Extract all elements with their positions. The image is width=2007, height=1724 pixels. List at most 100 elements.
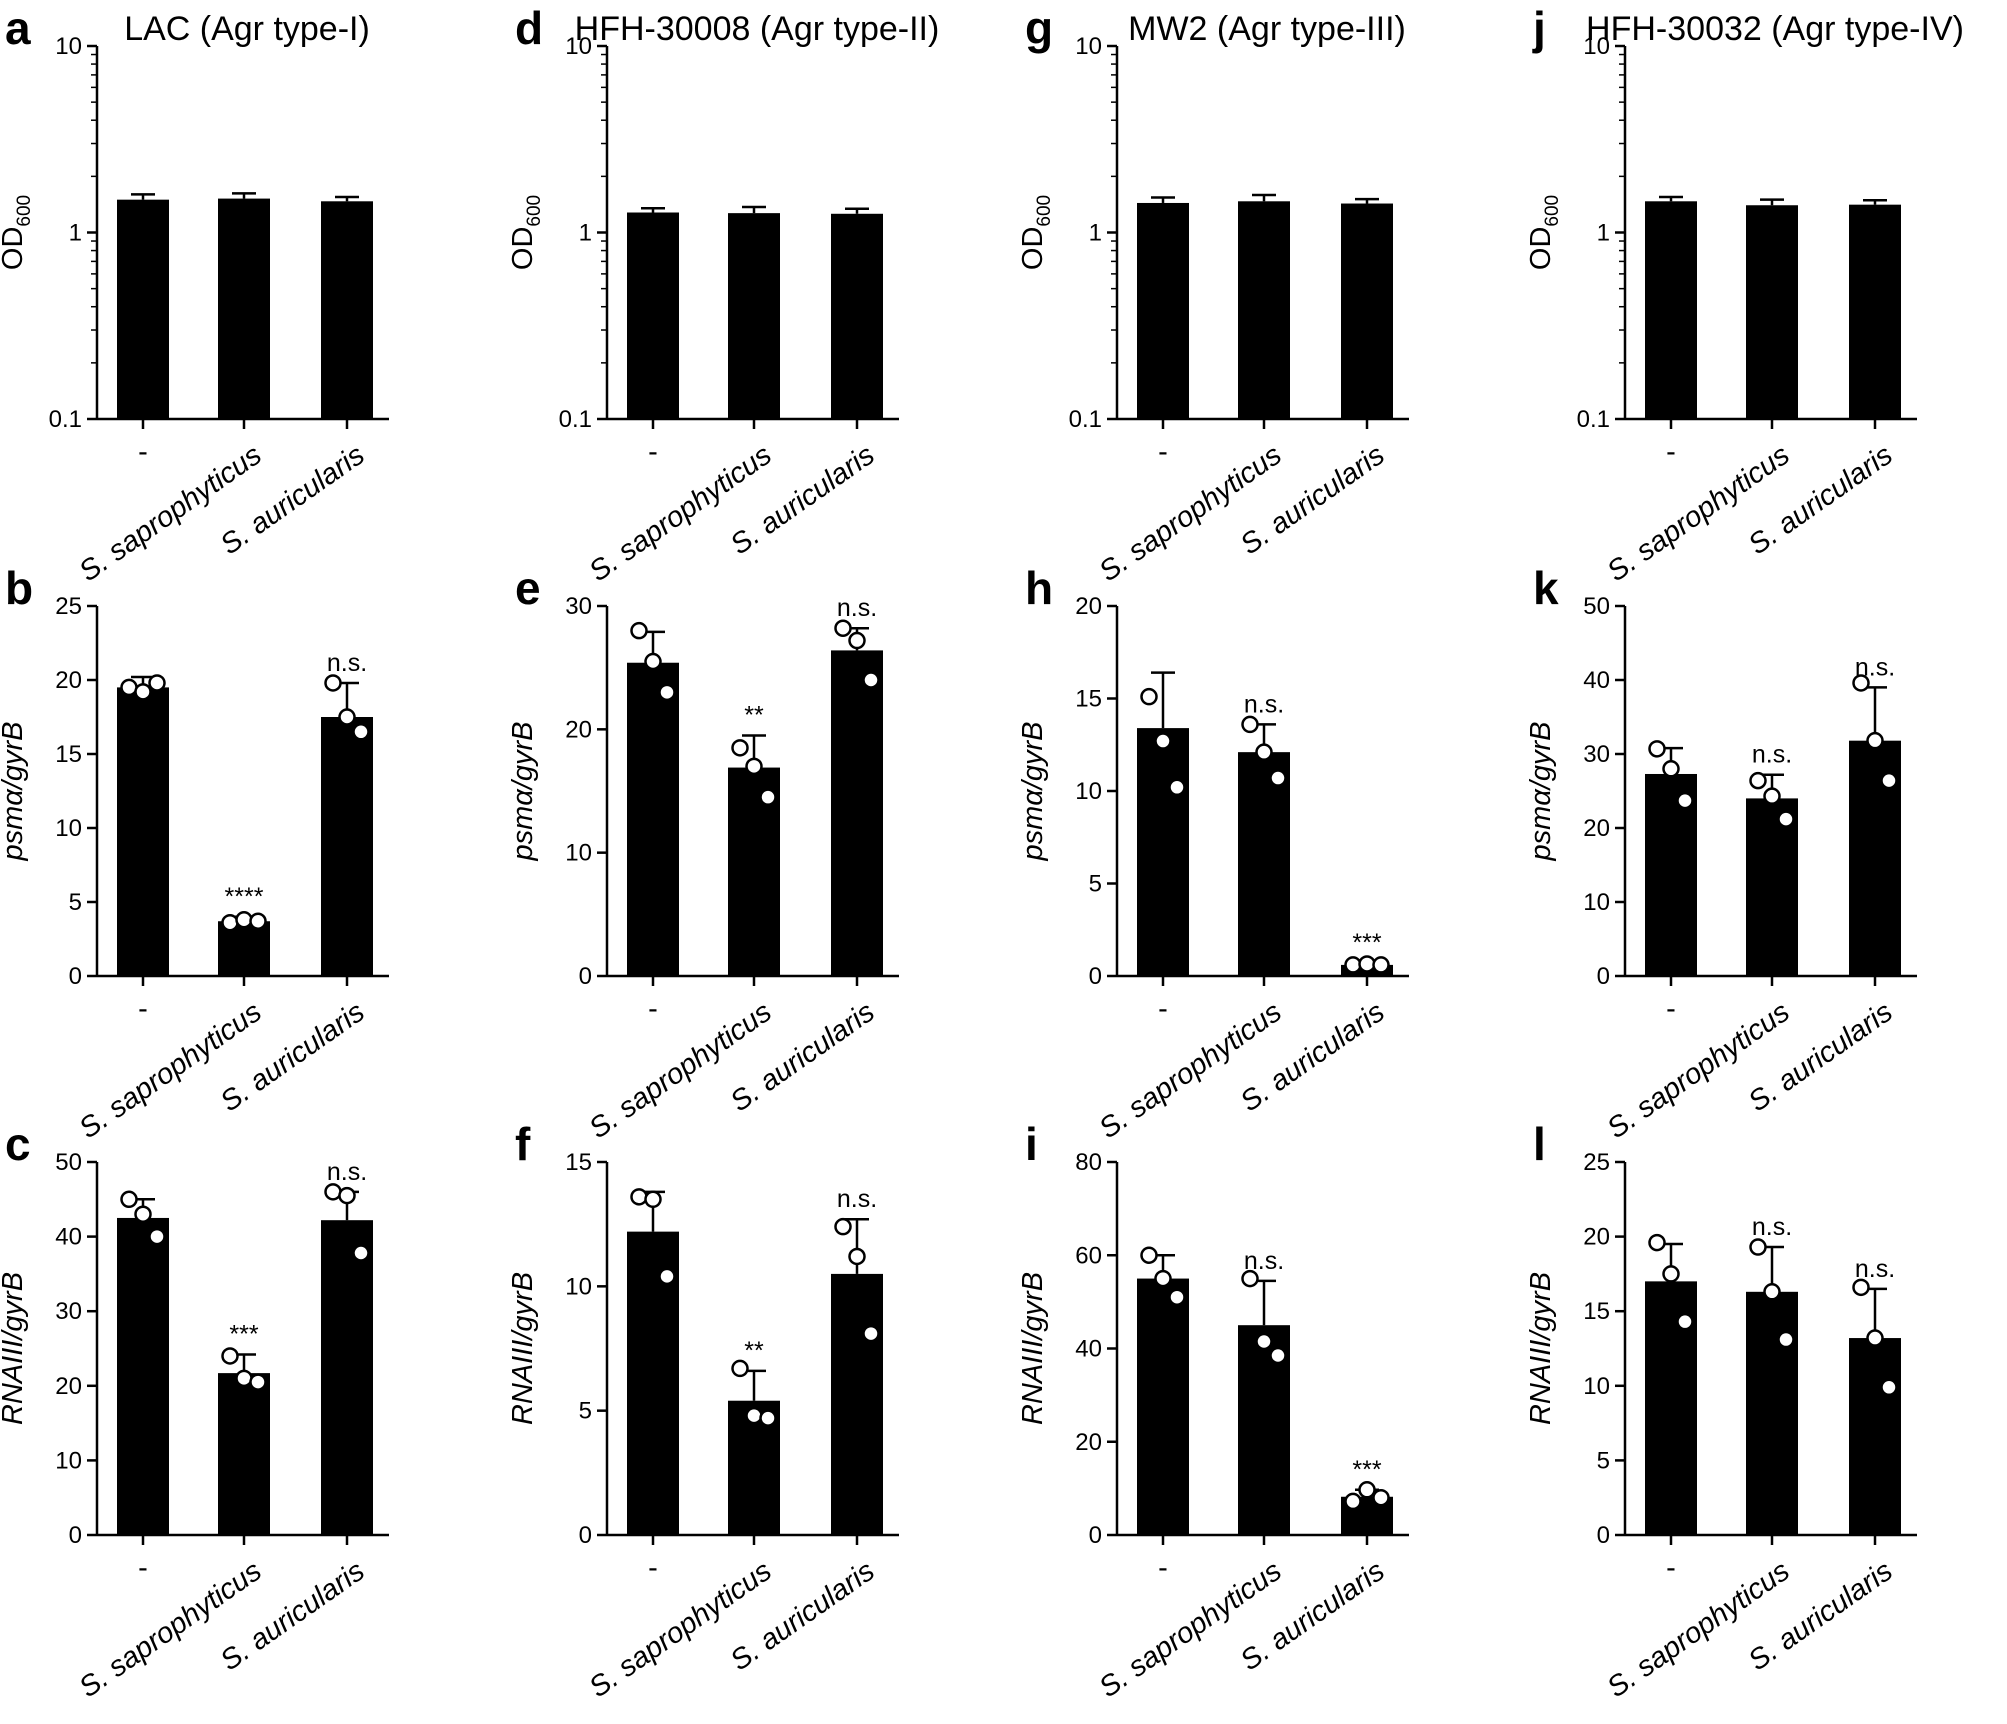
data-point [862, 671, 880, 689]
y-tick-label: 25 [1583, 1149, 1610, 1176]
y-tick-label: 20 [1583, 1224, 1610, 1251]
y-tick-label: 1 [579, 220, 592, 247]
data-point [658, 1267, 676, 1286]
bar-3 [831, 213, 883, 419]
bar-1 [1137, 1278, 1189, 1535]
category-label: S. saprophyticus [584, 439, 778, 588]
panel-g: g MW2 (Agr type-III) 0.1 1 10 OD600 -S. saprop… [1017, 2, 1409, 588]
significance-label: n.s. [327, 1158, 367, 1186]
significance-label: n.s. [1752, 741, 1792, 769]
y-tick-label: 20 [565, 716, 592, 743]
y-tick-label: 20 [55, 667, 82, 694]
significance-label: n.s. [837, 1185, 877, 1213]
data-point [1372, 1488, 1390, 1507]
y-tick-label: 30 [55, 1298, 82, 1325]
data-point [221, 1347, 239, 1365]
data-point [1852, 674, 1870, 692]
bar-2 [1238, 752, 1290, 976]
y-tick-label: 20 [1075, 1429, 1102, 1456]
y-tick-label: 5 [69, 889, 82, 916]
data-point [658, 683, 676, 702]
bar-2 [218, 198, 270, 419]
category-label: - [1158, 436, 1168, 468]
bar-2 [728, 213, 780, 419]
data-point [1255, 743, 1273, 761]
significance-label: **** [225, 883, 264, 911]
panel-a: a LAC (Agr type-I) 0.1 1 10 OD600 -S. saprophy… [0, 2, 389, 588]
y-tick-label: 50 [55, 1149, 82, 1176]
category-label: - [648, 436, 658, 468]
y-axis-label-subscript: 600 [1542, 195, 1563, 227]
significance-label: n.s. [837, 594, 877, 622]
category-label: S. saprophyticus [584, 1555, 778, 1704]
category-label: - [648, 1552, 658, 1584]
y-tick-label: 15 [55, 741, 82, 768]
panel-letter-f: f [515, 1118, 531, 1170]
panel-letter-a: a [5, 2, 31, 54]
panel-letter-d: d [515, 2, 543, 54]
data-point [731, 739, 749, 757]
data-point [235, 1369, 253, 1388]
y-tick-label: 5 [1597, 1447, 1610, 1474]
data-point [745, 1406, 763, 1425]
panel-f: f 0 5 10 15 RNAIII/gyrB - ** S. saprophyticus n.s… [507, 1118, 899, 1704]
y-tick-label: 20 [1583, 815, 1610, 842]
y-tick-label: 0.1 [559, 406, 592, 433]
bar-3 [831, 1273, 883, 1535]
data-point [1662, 1265, 1680, 1283]
y-tick-label: 20 [55, 1373, 82, 1400]
significance-label: n.s. [1855, 653, 1895, 681]
data-point [1852, 1278, 1870, 1297]
significance-label: n.s. [327, 649, 367, 677]
panel-letter-l: l [1533, 1118, 1546, 1170]
data-point [1763, 1283, 1781, 1301]
category-label: - [138, 993, 148, 1025]
y-axis-label: OD600 [507, 195, 545, 270]
y-tick-label: 0 [1089, 963, 1102, 990]
category-label: S. saprophyticus [1602, 1555, 1796, 1704]
y-tick-label: 1 [1089, 220, 1102, 247]
category-label: - [1666, 1552, 1676, 1584]
data-point [1749, 1238, 1767, 1256]
data-point [324, 1183, 342, 1201]
bar-3 [321, 201, 373, 419]
data-point [1269, 1346, 1287, 1365]
data-point [834, 619, 852, 637]
category-label: S. saprophyticus [74, 996, 268, 1145]
category-label: S. saprophyticus [74, 439, 268, 588]
data-point [1763, 787, 1781, 805]
y-tick-label: 20 [1075, 593, 1102, 620]
data-point [834, 1217, 852, 1236]
data-point [1866, 1329, 1884, 1347]
data-point [120, 678, 138, 697]
data-point [1140, 687, 1158, 706]
data-point [1777, 1330, 1795, 1349]
y-axis-label: RNAIII/gyrB [507, 1272, 539, 1425]
data-point [1880, 1378, 1898, 1397]
data-point [148, 1227, 166, 1246]
y-axis-label: RNAIII/gyrB [1525, 1272, 1557, 1425]
bar-3 [1341, 203, 1393, 419]
bar-1 [117, 199, 169, 419]
significance-label: *** [1352, 929, 1381, 957]
category-label: - [1158, 993, 1168, 1025]
data-point [731, 1359, 749, 1378]
data-point [1662, 760, 1680, 778]
y-tick-label: 10 [55, 33, 82, 60]
category-label: - [1666, 993, 1676, 1025]
panel-letter-b: b [5, 562, 33, 614]
data-point [235, 911, 253, 929]
y-axis-label: psmα/gyrB [507, 721, 539, 861]
y-tick-label: 10 [1075, 33, 1102, 60]
data-point [1269, 769, 1287, 787]
category-label: - [138, 436, 148, 468]
data-point [221, 913, 239, 932]
strain-title-a: LAC (Agr type-I) [124, 10, 370, 48]
y-axis-label-subscript: 600 [1034, 195, 1055, 227]
strain-title-j: HFH-30032 (Agr type-IV) [1586, 10, 1964, 48]
y-axis-label-subscript: 600 [14, 195, 35, 227]
y-tick-label: 10 [1583, 889, 1610, 916]
y-tick-label: 0 [1597, 1522, 1610, 1549]
data-point [644, 652, 662, 671]
